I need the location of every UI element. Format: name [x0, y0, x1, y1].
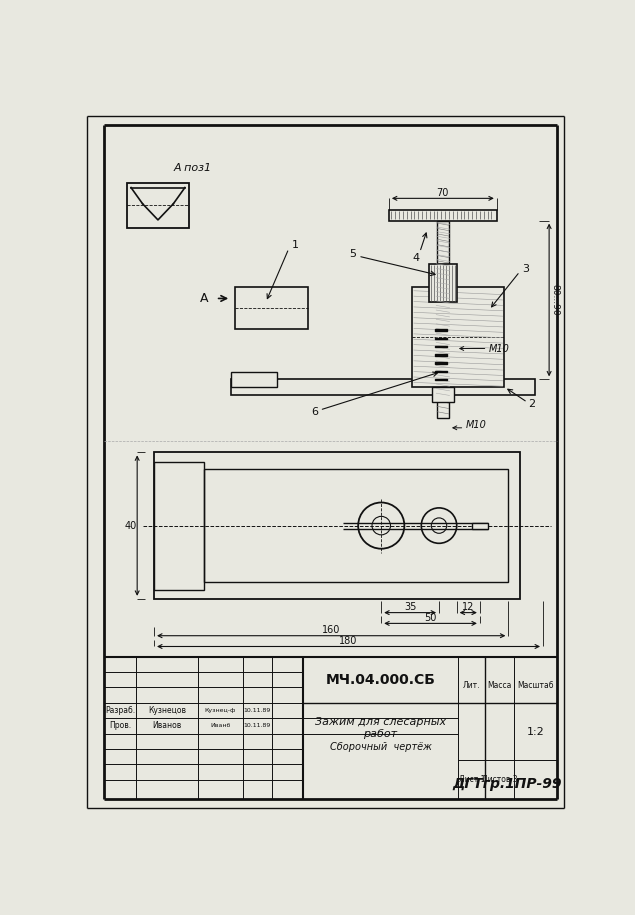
Text: ДГТгр.1ПР-99: ДГТгр.1ПР-99	[453, 777, 563, 791]
Text: 4: 4	[412, 253, 420, 263]
Text: Листов 3: Листов 3	[482, 775, 518, 784]
Bar	[472, 522, 488, 529]
Text: 50: 50	[424, 613, 437, 623]
Text: Пров.: Пров.	[109, 721, 131, 730]
Text: А: А	[199, 292, 208, 305]
Text: 10.11.89: 10.11.89	[244, 708, 271, 713]
Text: Кузнец-ф: Кузнец-ф	[204, 708, 236, 713]
Text: А поз1: А поз1	[173, 163, 211, 173]
Bar	[127, 183, 189, 228]
Text: Масштаб: Масштаб	[518, 682, 554, 690]
Bar	[437, 221, 449, 418]
Bar	[231, 371, 277, 387]
Bar	[429, 264, 457, 302]
Text: 35: 35	[404, 602, 417, 612]
Bar	[231, 380, 535, 394]
Text: МЧ.04.000.СБ: МЧ.04.000.СБ	[326, 673, 436, 686]
Text: 3: 3	[523, 264, 530, 274]
Text: 1:2: 1:2	[527, 727, 545, 737]
Bar	[432, 387, 453, 403]
Text: 160: 160	[322, 625, 340, 635]
Text: 6: 6	[311, 407, 318, 417]
Text: 80...90: 80...90	[551, 285, 560, 316]
Text: Разраб.: Разраб.	[105, 705, 135, 715]
Text: 5: 5	[349, 249, 356, 259]
Text: М10: М10	[489, 343, 510, 353]
Bar	[389, 210, 497, 221]
Text: М10: М10	[466, 421, 487, 430]
Text: 40: 40	[125, 521, 137, 531]
Text: Иванов: Иванов	[152, 721, 182, 730]
Text: Лист 1: Лист 1	[458, 775, 485, 784]
Text: 180: 180	[339, 636, 358, 646]
Text: 10.11.89: 10.11.89	[244, 723, 271, 728]
Text: 2: 2	[528, 399, 535, 409]
Text: работ: работ	[363, 728, 398, 738]
Text: Кузнецов: Кузнецов	[148, 705, 186, 715]
Text: 70: 70	[437, 188, 449, 198]
Bar	[204, 469, 508, 582]
Text: Лит.: Лит.	[463, 682, 481, 690]
Text: Сборочный  чертёж: Сборочный чертёж	[330, 742, 431, 752]
Text: 1: 1	[291, 240, 298, 250]
Bar	[154, 462, 204, 589]
Bar	[412, 287, 504, 387]
Bar	[154, 452, 520, 598]
Bar	[235, 287, 308, 329]
Text: 12: 12	[462, 602, 474, 612]
Text: Зажим для слесарных: Зажим для слесарных	[315, 717, 446, 727]
Text: Масса: Масса	[488, 682, 512, 690]
Text: Иванб: Иванб	[210, 723, 231, 728]
